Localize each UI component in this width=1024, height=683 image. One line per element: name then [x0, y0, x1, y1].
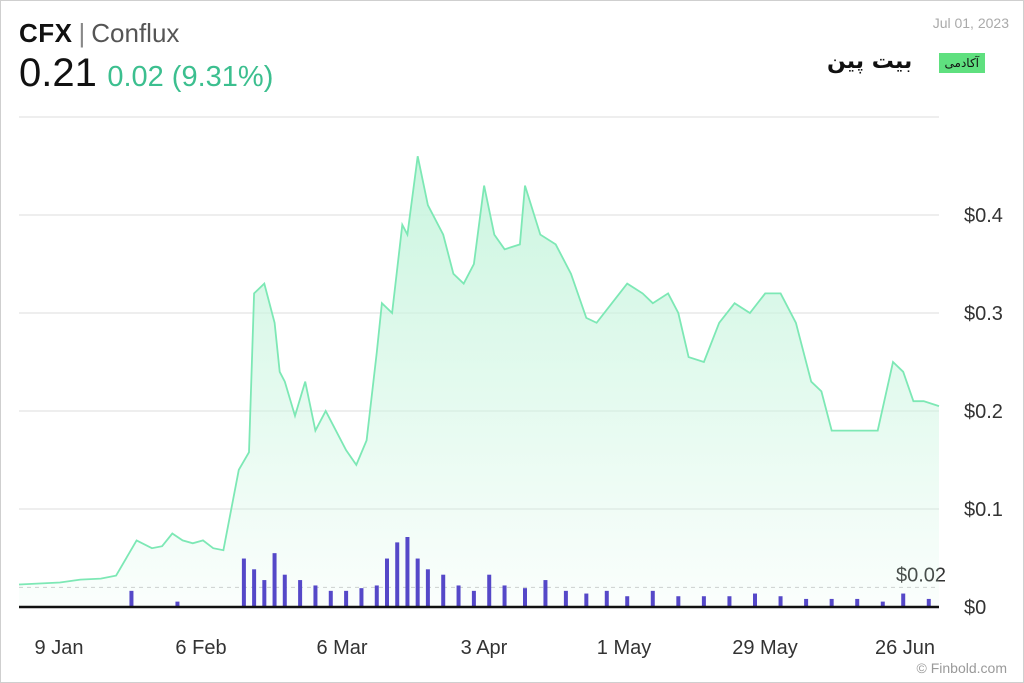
volume-bar [359, 588, 364, 607]
x-tick-label: 26 Jun [875, 637, 935, 659]
volume-bar [901, 593, 906, 607]
volume-bar [753, 593, 757, 607]
x-tick-label: 3 Apr [461, 637, 508, 659]
y-tick-label: $0.4 [964, 205, 1003, 227]
volume-bar [282, 574, 287, 607]
volume-bar [543, 580, 548, 607]
x-tick-label: 29 May [732, 637, 798, 659]
ticker-symbol: CFX [19, 18, 73, 48]
volume-bar [344, 590, 349, 607]
x-tick-label: 6 Mar [316, 637, 367, 659]
volume-bar [880, 601, 885, 607]
watermark: © Finbold.com [916, 660, 1007, 676]
logo-tag: آکادمی [938, 53, 985, 73]
volume-bar [241, 558, 246, 607]
volume-bar [425, 569, 430, 607]
x-tick-label: 1 May [597, 637, 651, 659]
volume-bar [385, 558, 389, 607]
volume-bar [727, 596, 732, 607]
volume-bar [701, 596, 706, 607]
price-area [19, 156, 939, 607]
volume-bar [650, 590, 655, 607]
volume-bar [502, 585, 507, 607]
volume-bar [926, 598, 931, 607]
volume-bar [175, 601, 180, 607]
volume-bar [298, 580, 303, 607]
volume-bar [252, 569, 257, 607]
volume-bar [855, 598, 860, 607]
volume-bar [374, 585, 379, 607]
title-line: CFX | Conflux [19, 17, 273, 49]
volume-bar [395, 542, 400, 607]
volume-bar [405, 537, 410, 607]
volume-bar [471, 590, 476, 607]
chart-header: CFX | Conflux 0.21 0.02 (9.31%) [19, 17, 273, 104]
volume-bar [441, 574, 446, 607]
volume-bar [328, 590, 333, 607]
volume-bar [313, 585, 318, 607]
brand-logo: بیت پین آکادمی [827, 49, 987, 75]
y-tick-label: $0.3 [964, 303, 1003, 325]
volume-bar [487, 574, 492, 607]
volume-bar [272, 553, 277, 607]
title-separator: | [78, 18, 86, 48]
volume-bar [778, 596, 783, 607]
chart-date: Jul 01, 2023 [932, 15, 1009, 31]
volume-bar [584, 593, 589, 607]
volume-bar [456, 585, 461, 607]
volume-bar [625, 596, 630, 607]
volume-bar [604, 590, 609, 607]
volume-bar [676, 596, 681, 607]
logo-word: بیت پین [827, 49, 913, 74]
volume-bar [523, 588, 527, 607]
coin-name: Conflux [91, 18, 180, 48]
price-line: 0.21 0.02 (9.31%) [19, 51, 273, 104]
x-tick-label: 9 Jan [35, 637, 84, 659]
y-tick-label: $0 [964, 597, 986, 619]
price-line [18, 156, 940, 586]
volume-bar [829, 598, 834, 607]
price-change: 0.02 (9.31%) [107, 61, 274, 93]
volume-bar [804, 598, 809, 607]
y-tick-label: $0.2 [964, 401, 1003, 423]
volume-bar [262, 580, 267, 607]
volume-bar [129, 590, 134, 607]
x-tick-label: 6 Feb [175, 637, 226, 659]
current-price: 0.21 [19, 51, 97, 95]
volume-bar [415, 558, 420, 607]
volume-bar [563, 590, 568, 607]
y-tick-label: $0.1 [964, 499, 1003, 521]
